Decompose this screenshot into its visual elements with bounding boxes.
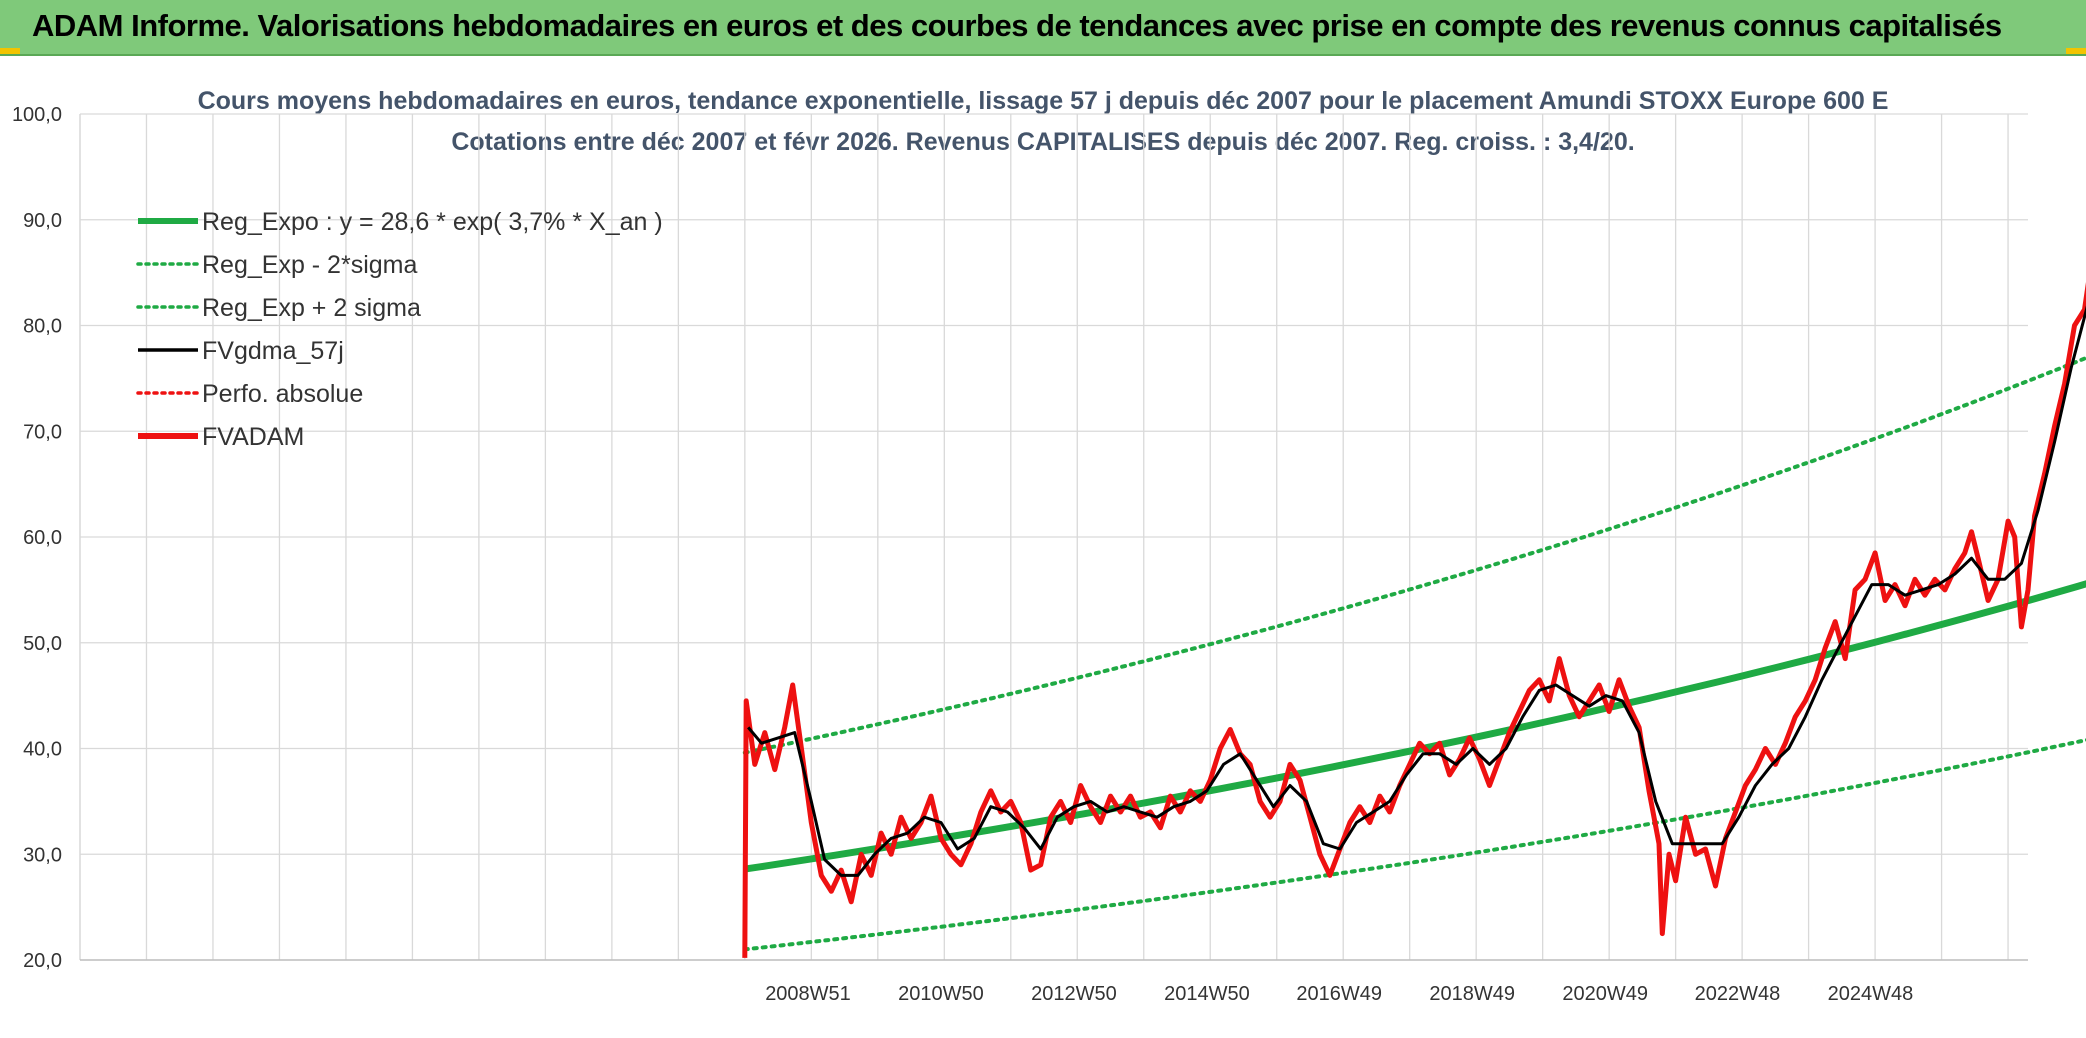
x-tick-label: 2018W49 (1429, 983, 1515, 1005)
x-tick-label: 2024W48 (1828, 983, 1914, 1005)
grid (79, 113, 2028, 961)
x-axis: 2008W51 2010W50 2012W50 2014W50 2016W49 2018W… (765, 983, 1913, 1005)
trend-plus-2sigma-line (742, 355, 2086, 755)
x-tick-label: 2008W51 (765, 983, 851, 1005)
y-tick-label: 60,0 (23, 527, 62, 549)
legend-label: Reg_Exp - 2*sigma (202, 251, 417, 279)
legend: Reg_Expo : y = 28,6 * exp( 3,7% * X_an )… (136, 208, 663, 451)
trend-minus-2sigma-line (742, 738, 2086, 952)
y-tick-label: 30,0 (23, 844, 62, 866)
x-tick-label: 2014W50 (1164, 983, 1250, 1005)
trend-reg-expo-line (744, 580, 2086, 873)
series-layer (742, 281, 2086, 958)
legend-label: Reg_Expo : y = 28,6 * exp( 3,7% * X_an ) (202, 208, 663, 236)
legend-label: Reg_Exp + 2 sigma (202, 294, 421, 322)
chart-title-line2: Cotations entre déc 2007 et févr 2026. R… (451, 128, 1634, 156)
legend-label: FVgdma_57j (202, 337, 344, 365)
header-bar: ADAM Informe. Valorisations hebdomadaire… (0, 0, 2086, 56)
y-tick-label: 70,0 (23, 421, 62, 443)
y-tick-label: 20,0 (23, 950, 62, 972)
x-tick-label: 2020W49 (1562, 983, 1648, 1005)
corner-marker-tr (2066, 48, 2086, 54)
y-tick-label: 50,0 (23, 633, 62, 655)
chart-title-line1: Cours moyens hebdomadaires en euros, ten… (198, 87, 1889, 115)
page-title: ADAM Informe. Valorisations hebdomadaire… (32, 8, 2002, 43)
series-fvadam-line (742, 281, 2086, 958)
series-fvgdma-line (747, 305, 2086, 877)
y-axis: 20,0 30,0 40,0 50,0 60,0 70,0 80,0 90,0 100,0 (12, 104, 62, 972)
corner-marker-tl (0, 48, 20, 54)
y-tick-label: 100,0 (12, 104, 62, 126)
x-tick-label: 2022W48 (1695, 983, 1781, 1005)
y-tick-label: 90,0 (23, 210, 62, 232)
y-tick-label: 40,0 (23, 739, 62, 761)
y-tick-label: 80,0 (23, 316, 62, 338)
legend-label: FVADAM (202, 423, 304, 451)
x-tick-label: 2010W50 (898, 983, 984, 1005)
x-tick-label: 2012W50 (1031, 983, 1117, 1005)
legend-label: Perfo. absolue (202, 380, 363, 408)
x-tick-label: 2016W49 (1296, 983, 1382, 1005)
